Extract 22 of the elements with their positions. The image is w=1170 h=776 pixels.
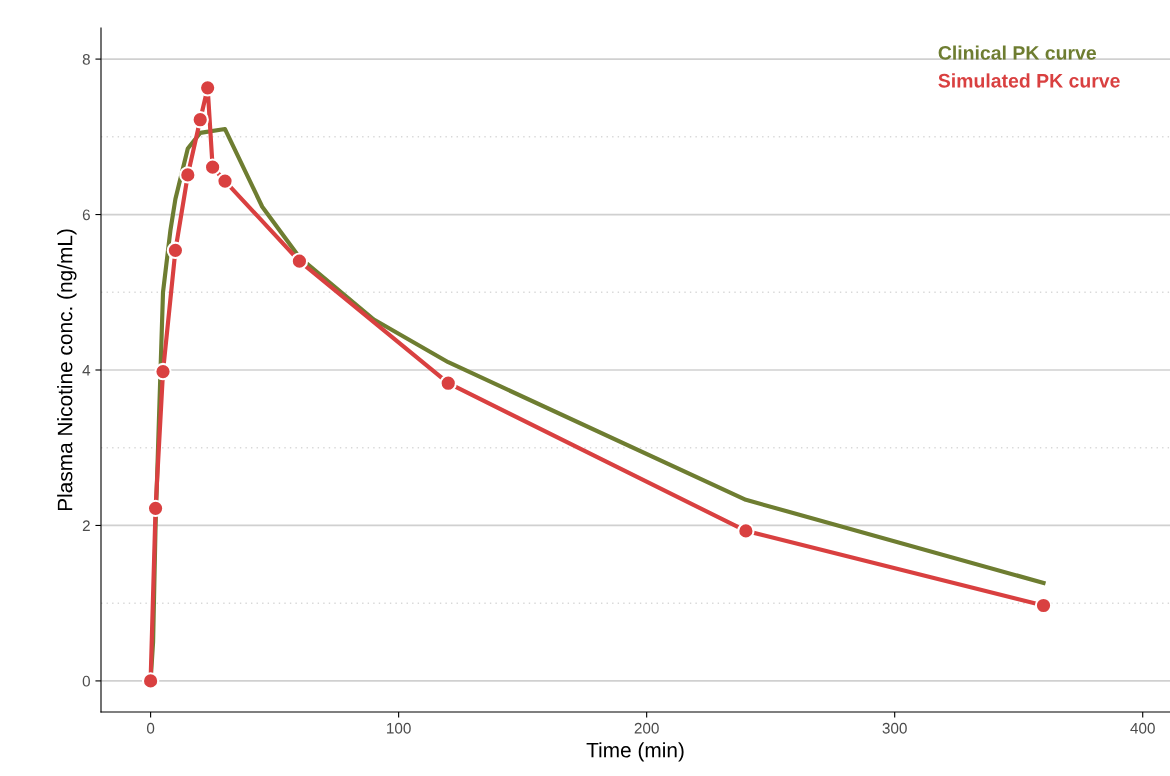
point xyxy=(290,252,309,270)
y-tick-label: 8 xyxy=(82,53,90,65)
x-tick-label: 0 xyxy=(146,722,155,734)
x-tick-label: 300 xyxy=(882,722,907,734)
point xyxy=(737,522,755,540)
y-tick-label: 2 xyxy=(82,520,90,531)
x-tick-label: 100 xyxy=(387,722,411,734)
point xyxy=(154,362,172,381)
text: Clinical PK curve xyxy=(938,45,1097,60)
y-tick-label: 4 xyxy=(82,365,91,376)
x-tick-label: 400 xyxy=(1130,722,1155,734)
point xyxy=(216,172,234,190)
point xyxy=(179,166,197,184)
point xyxy=(191,111,209,129)
y-axis-title: Plasma Nicotine conc. (ng/mL) xyxy=(57,229,77,511)
point xyxy=(439,374,457,392)
y-tick-label: 6 xyxy=(82,209,90,221)
x-axis-title: Time (min) xyxy=(586,742,684,762)
x-tick-label: 200 xyxy=(634,722,659,734)
point xyxy=(141,672,160,690)
text: Simulated PK curve xyxy=(938,73,1120,88)
y-tick-label: 0 xyxy=(82,675,90,687)
